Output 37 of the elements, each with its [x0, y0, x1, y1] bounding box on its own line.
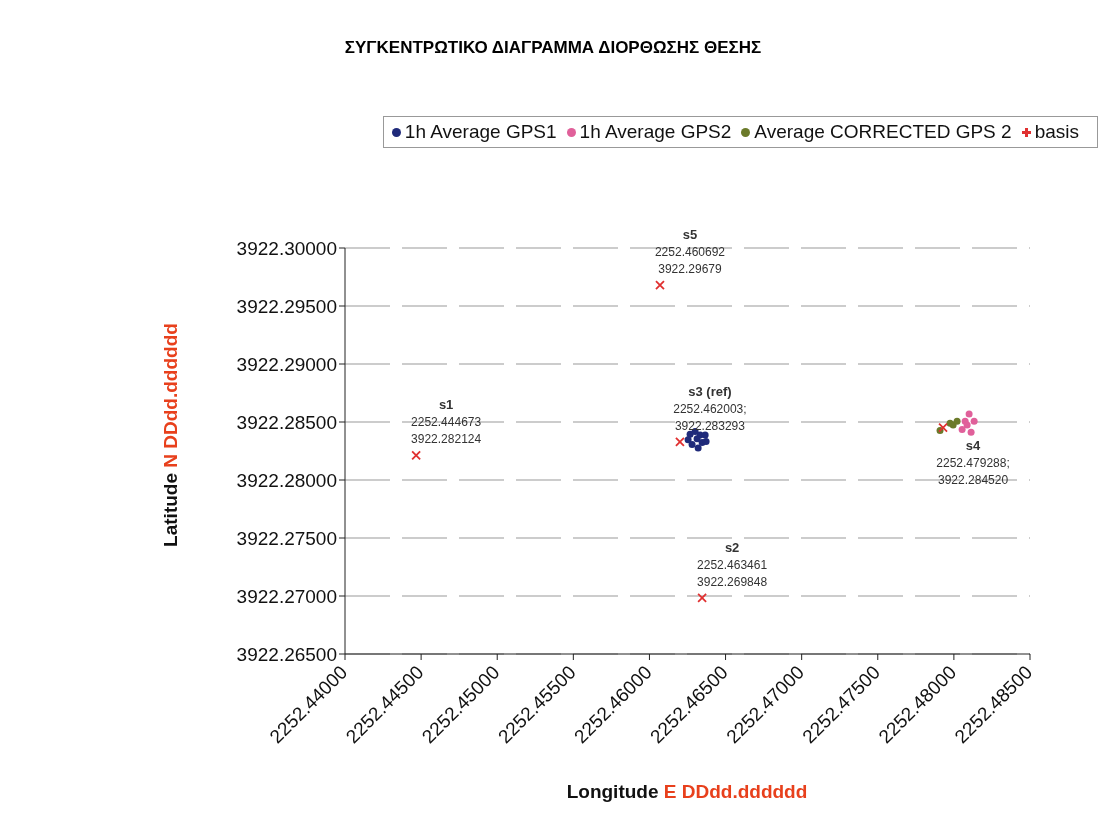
legend-label: 1h Average GPS1: [404, 121, 557, 142]
legend-label: Average CORRECTED GPS 2: [754, 121, 1012, 142]
point: [655, 280, 665, 291]
point: [411, 450, 422, 461]
annotation: s2 2252.463461 3922.269848: [697, 539, 768, 589]
point: [963, 421, 971, 429]
annotation: s4 2252.479288; 3922.284520: [936, 437, 1010, 487]
point: [967, 428, 975, 436]
point: [693, 435, 701, 443]
y-tick-label: 3922.30000: [236, 237, 337, 259]
y-tick-label: 3922.28500: [236, 411, 337, 433]
chart-title: ΣΥΓΚΕΝΤΡΩΤΙΚΟ ΔΙΑΓΡΑΜΜΑ ΔΙΟΡΘΩΣΗΣ ΘΕΣΗΣ: [343, 38, 763, 58]
x-axis-title: Longitude E DDdd.dddddd: [566, 781, 808, 802]
point: [970, 417, 978, 425]
legend-label: basis: [1034, 121, 1079, 142]
point: [688, 440, 696, 448]
annotation: s3 (ref) 2252.462003; 3922.283293: [673, 383, 747, 433]
point: [938, 422, 948, 433]
point: [958, 426, 966, 434]
point: [694, 444, 702, 452]
point: [675, 436, 685, 447]
point: [953, 417, 961, 425]
point: [697, 592, 708, 603]
legend-label: 1h Average GPS2: [579, 121, 732, 142]
y-tick-label: 3922.29500: [236, 295, 337, 317]
y-tick-label: 3922.29000: [236, 353, 337, 375]
annotation: s1 2252.444673 3922.282124: [411, 397, 482, 447]
point: [702, 438, 710, 446]
y-tick-label: 3922.28000: [236, 469, 337, 491]
annotation: s5 2252.460692 3922.29679: [654, 227, 726, 277]
point: [684, 436, 692, 444]
point: [701, 431, 709, 439]
point: [965, 410, 973, 418]
y-tick-label: 3922.26500: [236, 643, 337, 665]
y-tick-label: 3922.27000: [236, 585, 337, 607]
y-axis-title: Latitude N DDdd.dddddd: [160, 323, 181, 547]
y-tick-label: 3922.27500: [236, 527, 337, 549]
